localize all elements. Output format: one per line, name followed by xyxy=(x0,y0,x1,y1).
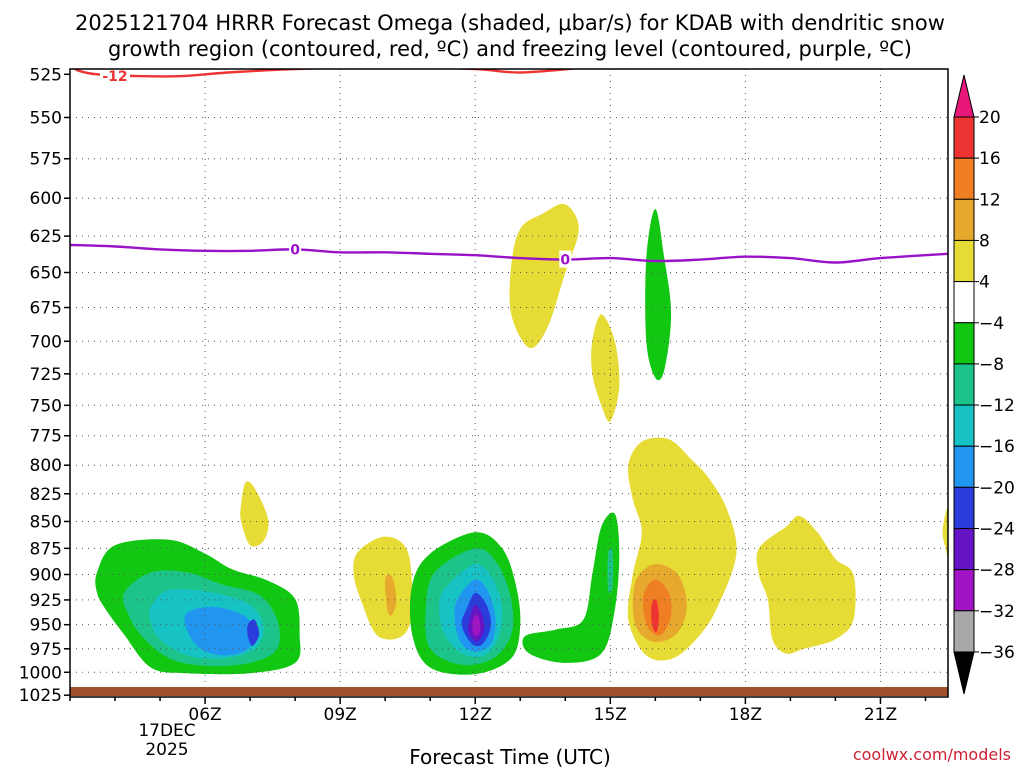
omega-region-16 xyxy=(522,512,620,663)
y-tick-label: 750 xyxy=(30,396,62,416)
y-tick-label: 550 xyxy=(30,108,62,128)
y-tick-label: 525 xyxy=(30,65,62,85)
y-tick-label: 650 xyxy=(30,264,62,284)
x-tick-label: 18Z xyxy=(729,705,762,725)
dendritic-growth-contour xyxy=(72,69,582,78)
omega-region-7 xyxy=(353,536,413,640)
freezing-level-label: 0 xyxy=(560,253,570,269)
y-tick-label: 825 xyxy=(30,485,62,505)
freezing-level-label: 0 xyxy=(290,242,300,258)
colorbar-bin xyxy=(953,322,975,365)
colorbar-label: 4 xyxy=(979,273,990,293)
colorbar-label: −36 xyxy=(979,643,1015,663)
colorbar-bin xyxy=(953,404,975,447)
dendritic-label-bg xyxy=(100,69,131,84)
y-tick-label: 800 xyxy=(30,456,62,476)
y-tick-label: 725 xyxy=(30,365,62,385)
x-tick-label: 15Z xyxy=(594,705,627,725)
colorbar-top-arrow xyxy=(953,74,975,118)
y-tick-label: 625 xyxy=(30,227,62,247)
omega-region-8 xyxy=(385,574,397,616)
y-tick-label: 1025 xyxy=(19,686,62,706)
y-tick-label: 875 xyxy=(30,539,62,559)
y-tick-label: 975 xyxy=(30,640,62,660)
y-tick-label: 600 xyxy=(30,189,62,209)
omega-region-26 xyxy=(942,507,948,557)
x-tick-label: 21Z xyxy=(864,705,897,725)
omega-region-4 xyxy=(184,606,255,656)
freezing-label-bg xyxy=(559,250,572,268)
omega-region-24 xyxy=(651,599,659,633)
freezing-label-bg xyxy=(289,240,302,258)
colorbar-label: −4 xyxy=(979,314,1004,334)
grid-lines xyxy=(70,69,948,697)
omega-region-17 xyxy=(607,548,614,594)
omega-region-5 xyxy=(247,619,260,646)
omega-region-15 xyxy=(472,614,481,637)
colorbar-bin xyxy=(953,363,975,406)
colorbar-bin xyxy=(953,281,975,324)
omega-region-25 xyxy=(756,515,856,654)
y-tick-label: 1000 xyxy=(19,663,62,683)
colorbar-label: 16 xyxy=(979,149,1001,169)
ground-strip xyxy=(70,687,948,696)
colorbar-bin xyxy=(953,486,975,530)
y-tick-label: 575 xyxy=(30,150,62,170)
omega-region-6 xyxy=(240,481,269,547)
colorbar-label: −28 xyxy=(979,561,1015,581)
colorbar-label: 8 xyxy=(979,231,990,251)
colorbar-label: 12 xyxy=(979,190,1001,210)
x-axis-label: Forecast Time (UTC) xyxy=(409,745,611,768)
date-label-year: 2025 xyxy=(145,740,188,760)
colorbar-bin xyxy=(953,610,975,653)
x-axis-ticks: 06Z 09Z 12Z 15Z 18Z 21Z xyxy=(69,697,927,725)
chart-title-line2: growth region (contoured, red, ºC) and f… xyxy=(108,37,912,61)
colorbar-bin xyxy=(953,569,975,612)
dendritic-contour-label: -12 xyxy=(102,69,127,85)
colorbar-bin xyxy=(953,445,975,488)
y-axis-ticks: 525 550 575 600 625 650 675 700 725 750 775 800 825 8… xyxy=(19,65,70,706)
y-tick-label: 700 xyxy=(30,332,62,352)
colorbar-bin xyxy=(953,528,975,571)
colorbar-label: −20 xyxy=(979,478,1015,498)
freezing-level-line xyxy=(70,243,948,264)
omega-region-18 xyxy=(645,209,672,381)
source-url: coolwx.com/models xyxy=(853,745,1011,764)
omega-region-20 xyxy=(509,203,579,349)
colorbar-bin xyxy=(953,116,975,159)
chart-title-line1: 2025121704 HRRR Forecast Omega (shaded, … xyxy=(75,11,945,35)
y-tick-label: 675 xyxy=(30,299,62,319)
colorbar-label: −32 xyxy=(979,602,1015,622)
x-tick-label: 09Z xyxy=(324,705,357,725)
colorbar-label: 20 xyxy=(979,108,1001,128)
y-tick-label: 775 xyxy=(30,427,62,447)
colorbar-label: −24 xyxy=(979,520,1015,540)
colorbar-bottom-arrow xyxy=(953,651,975,695)
y-tick-label: 850 xyxy=(30,512,62,532)
colorbar-bin xyxy=(953,239,975,283)
colorbar-label: −8 xyxy=(979,355,1004,375)
colorbar-label: −12 xyxy=(979,396,1015,416)
y-tick-label: 950 xyxy=(30,616,62,636)
colorbar-bin xyxy=(953,198,975,241)
colorbar-label: −16 xyxy=(979,437,1015,457)
plot-frame xyxy=(69,68,949,698)
omega-shaded-regions xyxy=(95,203,948,675)
y-tick-label: 925 xyxy=(30,591,62,611)
colorbar-bin xyxy=(953,157,975,200)
contour-lines: 0 0 -12 xyxy=(70,69,948,269)
y-tick-label: 900 xyxy=(30,566,62,586)
x-tick-label: 06Z xyxy=(188,705,221,725)
colorbar: 20 16 12 8 4 −4 −8 −12 −16 −20 −24 −28 −32 −36 xyxy=(953,74,1015,695)
x-tick-label: 12Z xyxy=(459,705,492,725)
date-label-day: 17DEC xyxy=(138,721,195,741)
